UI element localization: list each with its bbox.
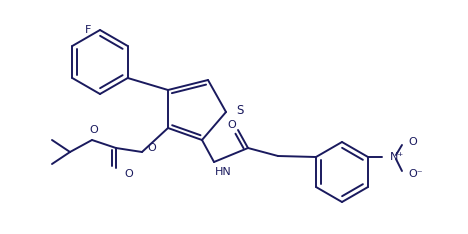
Text: O⁻: O⁻ <box>408 169 423 179</box>
Text: O: O <box>227 120 236 130</box>
Text: O: O <box>90 125 98 135</box>
Text: O: O <box>124 169 133 179</box>
Text: HN: HN <box>215 167 232 177</box>
Text: O: O <box>408 137 417 147</box>
Text: S: S <box>236 103 243 117</box>
Text: N⁺: N⁺ <box>390 152 404 162</box>
Text: F: F <box>85 25 91 35</box>
Text: O: O <box>147 143 156 153</box>
